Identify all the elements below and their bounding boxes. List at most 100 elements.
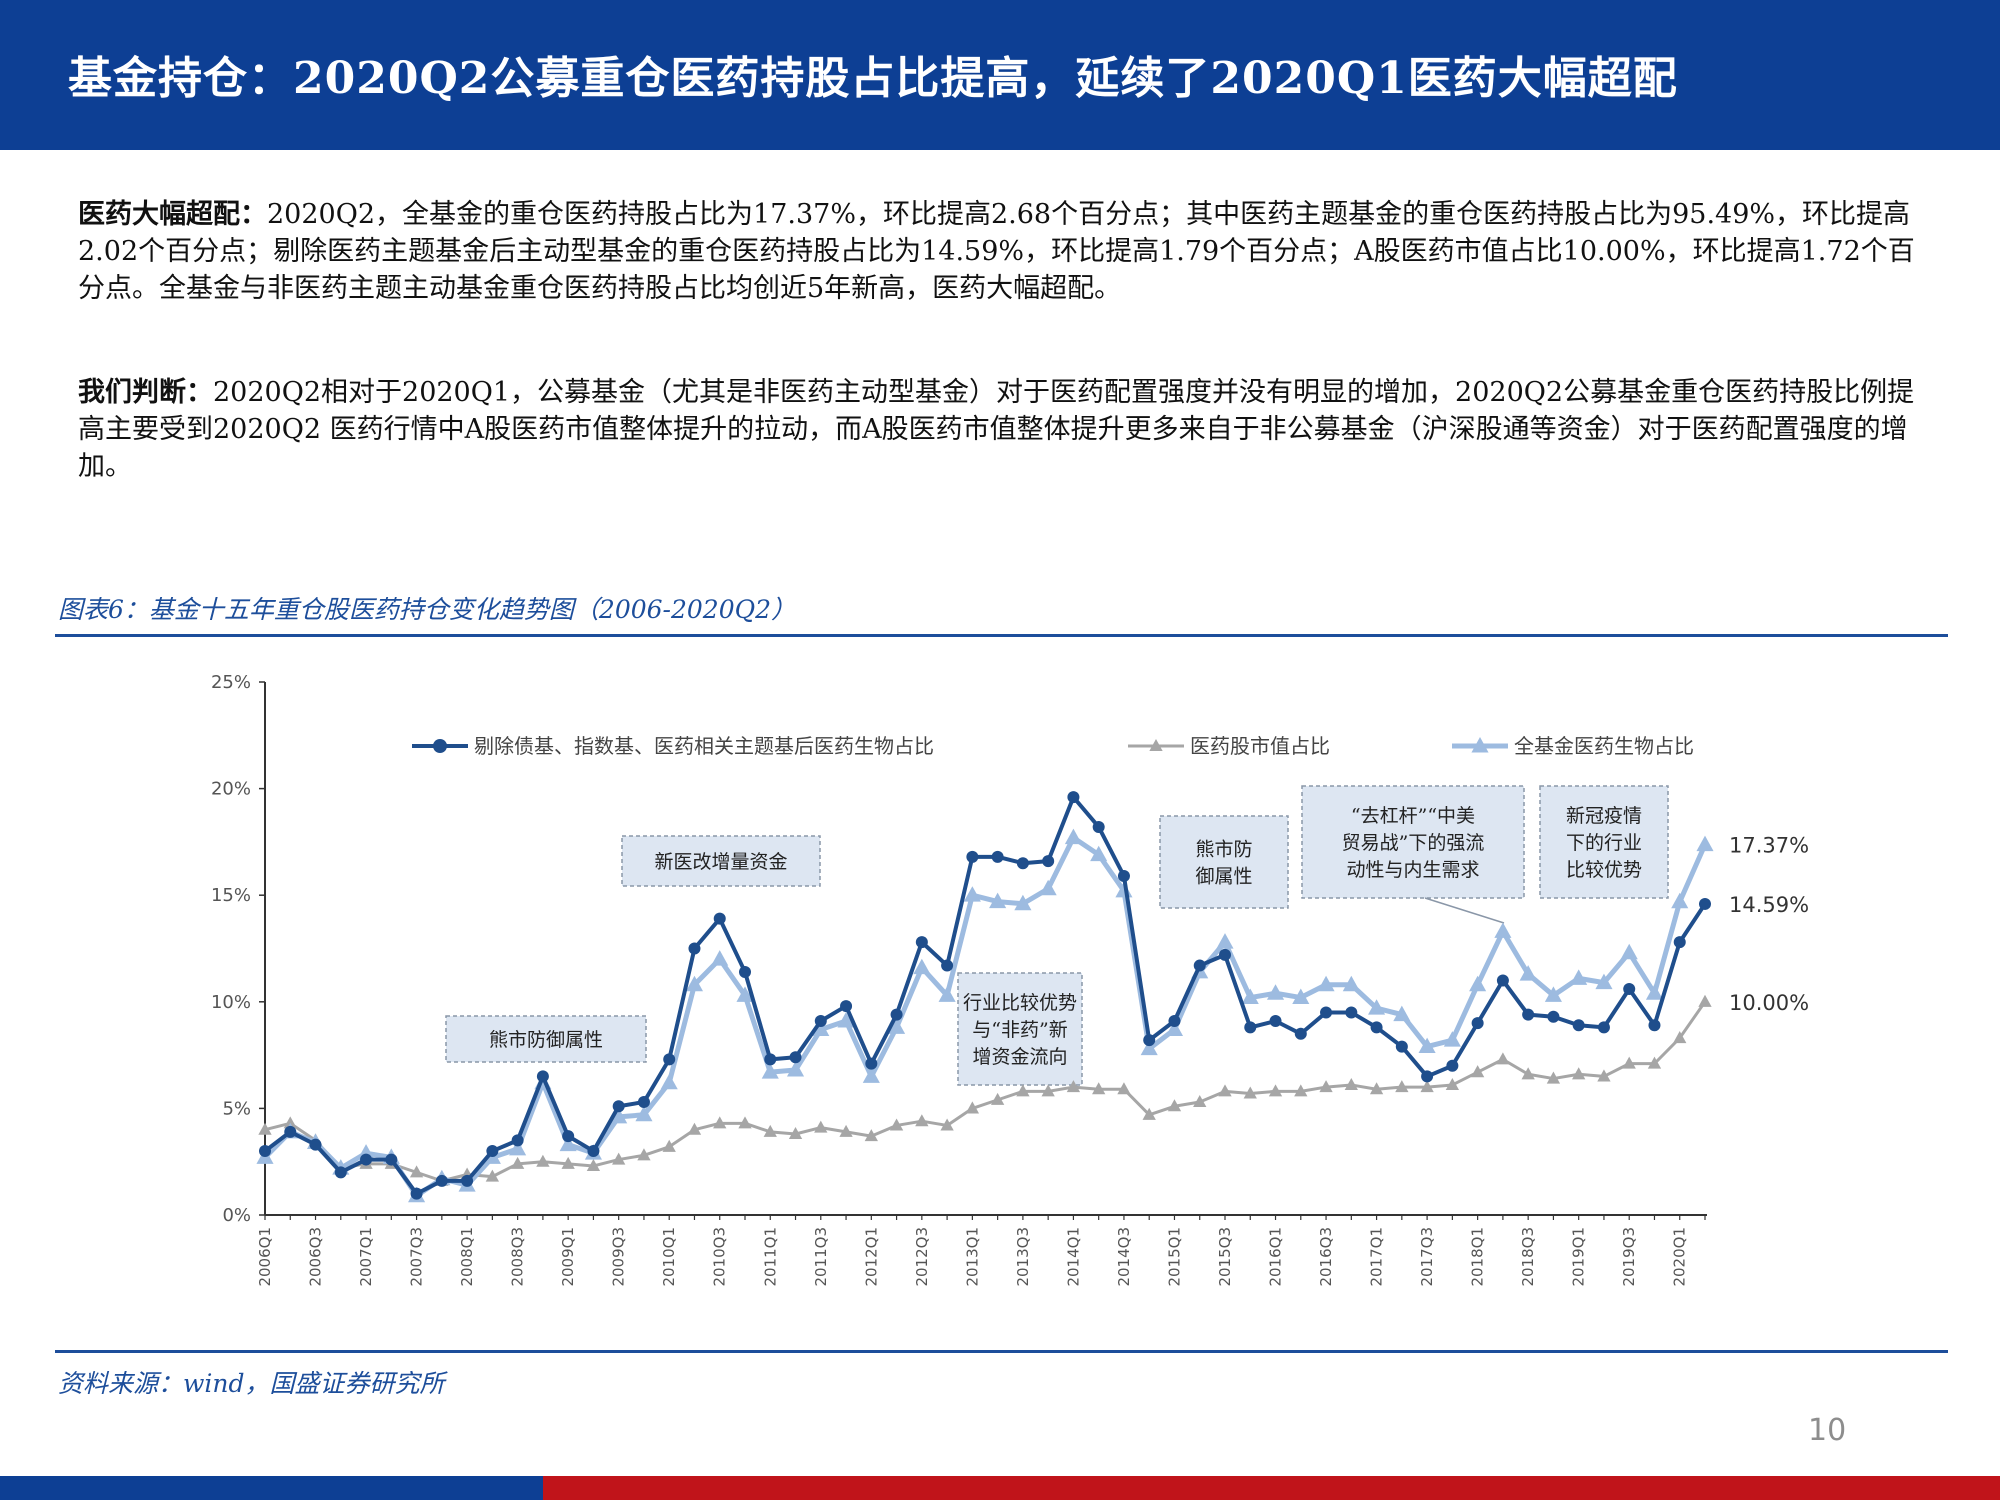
data-point bbox=[1117, 870, 1130, 883]
x-tick-label: 2019Q3 bbox=[1620, 1227, 1638, 1287]
x-tick-label: 2015Q3 bbox=[1216, 1227, 1234, 1287]
series-2 bbox=[258, 994, 1712, 1186]
data-point bbox=[837, 1011, 855, 1028]
data-point bbox=[814, 1120, 828, 1133]
annotation-box bbox=[445, 1015, 647, 1063]
data-point bbox=[1140, 1039, 1158, 1056]
data-point bbox=[1469, 975, 1487, 992]
data-point bbox=[1521, 1067, 1535, 1080]
page-number: 10 bbox=[1808, 1413, 1847, 1448]
annotation-box bbox=[1539, 785, 1669, 899]
paragraph-judgement-text: 2020Q2相对于2020Q1，公募基金（尤其是非医药主动型基金）对于医药配置强… bbox=[78, 377, 1915, 482]
data-point bbox=[1216, 933, 1234, 949]
data-point bbox=[1393, 1005, 1411, 1022]
data-point bbox=[889, 1118, 904, 1131]
paragraph-overweight-text: 2020Q2，全基金的重仓医药持股占比为17.37%，环比提高2.68个百分点；… bbox=[78, 199, 1915, 304]
data-point bbox=[1142, 1107, 1156, 1120]
data-point bbox=[1648, 1019, 1661, 1032]
x-tick-label: 2011Q1 bbox=[761, 1227, 779, 1287]
data-point bbox=[763, 1124, 777, 1137]
data-point bbox=[864, 1129, 878, 1142]
pharma-holding-trend-chart: 0% 5% 10% 15% 20% 25% 2006Q1 2006Q3 2007Q1 2007Q3… bbox=[211, 672, 1809, 1287]
annotation-box bbox=[621, 835, 821, 887]
data-point bbox=[1369, 1082, 1384, 1095]
data-point bbox=[1421, 1070, 1434, 1083]
data-point bbox=[410, 1187, 423, 1200]
data-point bbox=[1673, 1031, 1687, 1044]
data-point bbox=[1294, 1084, 1308, 1097]
data-point bbox=[1671, 892, 1689, 909]
legend-item: 剔除债基、指数基、医药相关主题基后医药生物占比 bbox=[412, 734, 934, 758]
data-point bbox=[1268, 1084, 1283, 1097]
data-point bbox=[1067, 791, 1080, 804]
data-point bbox=[1698, 994, 1712, 1007]
legend-swatch-marker bbox=[433, 739, 447, 753]
annotation-text: 新医改增量资金 bbox=[654, 851, 787, 873]
data-point bbox=[1292, 988, 1310, 1005]
legend-swatch-marker bbox=[1149, 739, 1163, 752]
annotation-callout: 熊市防御属性 bbox=[445, 1015, 647, 1063]
data-point bbox=[309, 1138, 322, 1151]
annotation-callout: 新医改增量资金 bbox=[621, 835, 821, 887]
data-point bbox=[360, 1153, 373, 1166]
annotation-box bbox=[1301, 785, 1525, 899]
data-point bbox=[509, 1139, 527, 1156]
x-tick-label: 2014Q3 bbox=[1115, 1227, 1133, 1287]
data-point bbox=[663, 1053, 676, 1066]
data-point bbox=[1370, 1021, 1383, 1034]
y-tick-label: 5% bbox=[222, 1098, 251, 1119]
data-point bbox=[1041, 1084, 1055, 1097]
data-point bbox=[536, 1154, 550, 1167]
data-point bbox=[258, 1122, 272, 1135]
data-point bbox=[840, 1000, 853, 1013]
data-point bbox=[990, 1092, 1005, 1105]
data-point bbox=[1572, 1067, 1586, 1080]
data-point bbox=[688, 942, 701, 955]
data-point bbox=[713, 1116, 727, 1129]
data-point bbox=[711, 950, 729, 966]
data-point bbox=[559, 1135, 577, 1152]
data-point bbox=[486, 1145, 499, 1158]
data-point bbox=[1064, 828, 1082, 845]
data-point bbox=[814, 1014, 827, 1027]
x-tick-label: 2006Q3 bbox=[307, 1227, 325, 1287]
data-point bbox=[610, 1107, 628, 1124]
data-point bbox=[1092, 1082, 1106, 1095]
data-point bbox=[890, 1008, 903, 1021]
x-tick-label: 2007Q1 bbox=[357, 1227, 375, 1287]
data-point bbox=[1519, 965, 1537, 981]
y-tick-label: 0% bbox=[222, 1205, 251, 1226]
y-tick-label: 25% bbox=[211, 672, 251, 693]
data-point bbox=[409, 1165, 424, 1178]
source-divider bbox=[55, 1350, 1948, 1353]
series-end-label: 14.59% bbox=[1729, 893, 1809, 917]
data-point bbox=[1016, 1084, 1030, 1097]
data-point bbox=[637, 1148, 651, 1161]
data-point bbox=[685, 975, 704, 992]
slide-header: 基金持仓：2020Q2公募重仓医药持股占比提高，延续了2020Q1医药大幅超配 bbox=[0, 0, 2000, 150]
data-point bbox=[284, 1125, 297, 1138]
x-tick-label: 2014Q1 bbox=[1064, 1227, 1082, 1287]
data-point bbox=[1042, 855, 1055, 868]
series-1 bbox=[259, 791, 1711, 1200]
data-point bbox=[761, 1063, 779, 1079]
data-point bbox=[1597, 1021, 1610, 1034]
data-point bbox=[1066, 1080, 1081, 1093]
annotation-text: 与“非药”新 bbox=[972, 1019, 1067, 1041]
data-point bbox=[789, 1051, 802, 1064]
data-point bbox=[788, 1126, 803, 1140]
data-point bbox=[485, 1169, 500, 1182]
data-point bbox=[1570, 969, 1588, 985]
data-point bbox=[1470, 1065, 1485, 1078]
data-point bbox=[385, 1153, 398, 1166]
data-point bbox=[1218, 1084, 1232, 1097]
legend-item: 全基金医药生物占比 bbox=[1452, 734, 1694, 758]
data-point bbox=[1544, 986, 1562, 1002]
x-tick-label: 2011Q3 bbox=[812, 1227, 830, 1287]
footer-bar-red bbox=[543, 1476, 2000, 1500]
data-point bbox=[1241, 988, 1259, 1005]
data-point bbox=[1597, 1069, 1611, 1082]
data-point bbox=[259, 1145, 271, 1158]
data-point bbox=[1143, 1034, 1156, 1047]
